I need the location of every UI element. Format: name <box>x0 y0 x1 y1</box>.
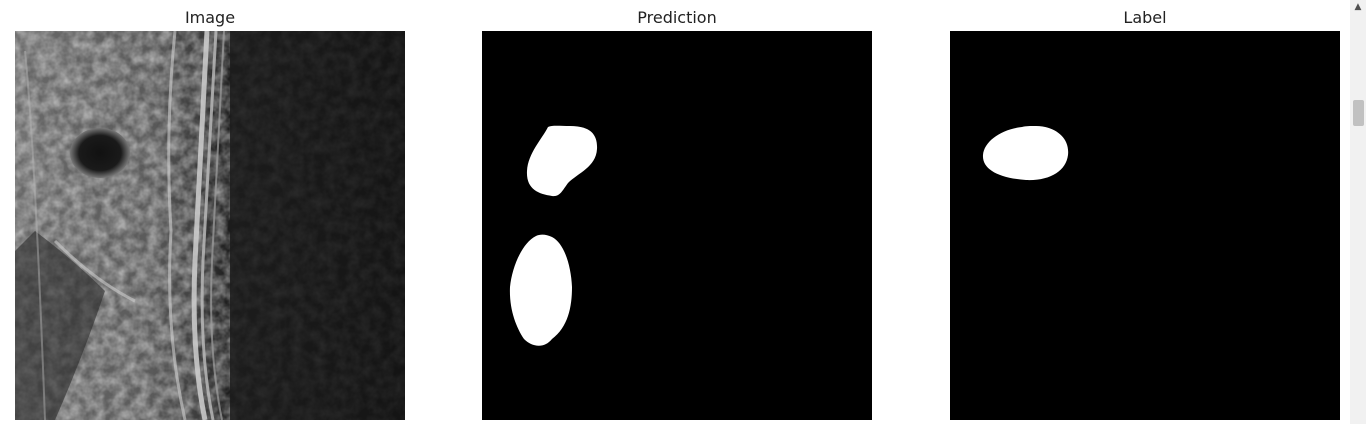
prediction-region-upper <box>526 125 598 197</box>
ultrasound-image <box>15 31 405 420</box>
panel-title-image: Image <box>184 8 236 27</box>
label-mask <box>950 31 1340 420</box>
scrollbar-thumb[interactable] <box>1353 100 1364 126</box>
prediction-mask <box>482 31 872 420</box>
panel-title-prediction: Prediction <box>637 8 717 27</box>
prediction-region-lower <box>509 234 572 346</box>
label-region <box>982 126 1069 181</box>
vertical-scrollbar[interactable]: ▲ <box>1350 0 1366 424</box>
scroll-up-arrow-icon[interactable]: ▲ <box>1354 2 1362 12</box>
panel-title-label: Label <box>1123 8 1167 27</box>
